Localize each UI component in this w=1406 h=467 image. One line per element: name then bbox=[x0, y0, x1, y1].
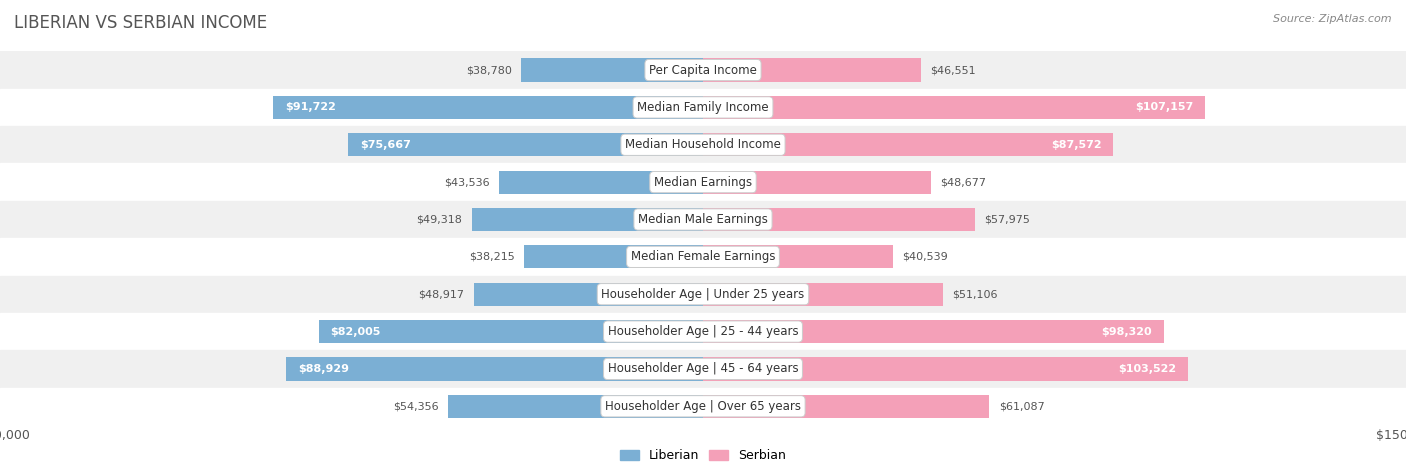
Text: Householder Age | Under 25 years: Householder Age | Under 25 years bbox=[602, 288, 804, 301]
Text: Median Female Earnings: Median Female Earnings bbox=[631, 250, 775, 263]
Text: $61,087: $61,087 bbox=[998, 401, 1045, 411]
Text: Householder Age | 45 - 64 years: Householder Age | 45 - 64 years bbox=[607, 362, 799, 375]
Bar bbox=[349, 133, 703, 156]
Text: Median Family Income: Median Family Income bbox=[637, 101, 769, 114]
Bar bbox=[703, 133, 1114, 156]
Bar bbox=[0, 163, 1406, 201]
Bar bbox=[474, 283, 703, 306]
Text: $57,975: $57,975 bbox=[984, 214, 1031, 225]
Bar bbox=[0, 350, 1406, 388]
Bar bbox=[0, 126, 1406, 163]
Text: $75,667: $75,667 bbox=[360, 140, 411, 150]
Bar bbox=[703, 395, 990, 418]
Bar bbox=[703, 357, 1188, 381]
Text: Householder Age | Over 65 years: Householder Age | Over 65 years bbox=[605, 400, 801, 413]
Text: $98,320: $98,320 bbox=[1101, 326, 1152, 337]
Text: $46,551: $46,551 bbox=[931, 65, 976, 75]
Bar bbox=[0, 276, 1406, 313]
Bar bbox=[319, 320, 703, 343]
Bar bbox=[0, 89, 1406, 126]
Text: $51,106: $51,106 bbox=[952, 289, 997, 299]
Text: $87,572: $87,572 bbox=[1052, 140, 1102, 150]
Bar bbox=[703, 170, 931, 194]
Text: $82,005: $82,005 bbox=[330, 326, 381, 337]
Text: $54,356: $54,356 bbox=[394, 401, 439, 411]
Bar bbox=[0, 388, 1406, 425]
Bar bbox=[0, 238, 1406, 276]
Bar bbox=[703, 283, 942, 306]
Bar bbox=[499, 170, 703, 194]
Bar bbox=[273, 96, 703, 119]
Bar bbox=[0, 201, 1406, 238]
Text: Median Household Income: Median Household Income bbox=[626, 138, 780, 151]
Text: $48,917: $48,917 bbox=[419, 289, 464, 299]
Text: $49,318: $49,318 bbox=[416, 214, 463, 225]
Text: $107,157: $107,157 bbox=[1135, 102, 1194, 113]
Text: $48,677: $48,677 bbox=[941, 177, 987, 187]
Bar bbox=[0, 313, 1406, 350]
Bar bbox=[703, 245, 893, 269]
Text: LIBERIAN VS SERBIAN INCOME: LIBERIAN VS SERBIAN INCOME bbox=[14, 14, 267, 32]
Bar bbox=[522, 58, 703, 82]
Text: Source: ZipAtlas.com: Source: ZipAtlas.com bbox=[1274, 14, 1392, 24]
Text: $88,929: $88,929 bbox=[298, 364, 349, 374]
Text: Per Capita Income: Per Capita Income bbox=[650, 64, 756, 77]
Text: $38,215: $38,215 bbox=[468, 252, 515, 262]
Text: $91,722: $91,722 bbox=[285, 102, 336, 113]
Text: $103,522: $103,522 bbox=[1118, 364, 1177, 374]
Text: $43,536: $43,536 bbox=[444, 177, 489, 187]
Bar bbox=[0, 51, 1406, 89]
Bar bbox=[703, 58, 921, 82]
Text: Median Male Earnings: Median Male Earnings bbox=[638, 213, 768, 226]
Text: $40,539: $40,539 bbox=[903, 252, 948, 262]
Bar bbox=[524, 245, 703, 269]
Legend: Liberian, Serbian: Liberian, Serbian bbox=[616, 444, 790, 467]
Bar bbox=[703, 208, 974, 231]
Text: Householder Age | 25 - 44 years: Householder Age | 25 - 44 years bbox=[607, 325, 799, 338]
Bar bbox=[703, 96, 1205, 119]
Bar bbox=[287, 357, 703, 381]
Bar bbox=[449, 395, 703, 418]
Bar bbox=[703, 320, 1164, 343]
Bar bbox=[472, 208, 703, 231]
Text: Median Earnings: Median Earnings bbox=[654, 176, 752, 189]
Text: $38,780: $38,780 bbox=[465, 65, 512, 75]
